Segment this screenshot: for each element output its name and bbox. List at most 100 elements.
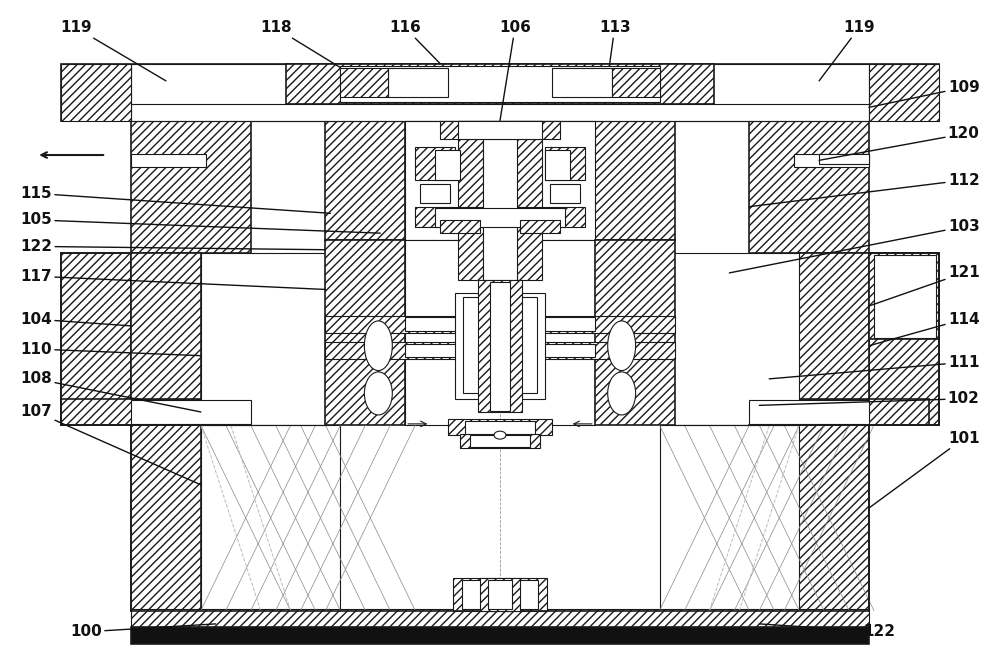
Bar — [131, 154, 206, 167]
Text: 116: 116 — [389, 21, 440, 64]
Text: 104: 104 — [20, 312, 131, 327]
Bar — [458, 120, 483, 279]
Bar — [420, 184, 450, 203]
Bar — [415, 147, 455, 180]
Text: 120: 120 — [819, 126, 980, 160]
Text: 112: 112 — [749, 173, 980, 207]
Text: 106: 106 — [499, 21, 531, 120]
Bar — [550, 184, 580, 203]
Bar — [660, 253, 799, 425]
Bar — [131, 608, 869, 627]
Bar — [340, 66, 660, 102]
Text: 111: 111 — [769, 355, 979, 379]
Bar — [799, 425, 869, 610]
Bar — [819, 154, 869, 164]
Text: 107: 107 — [20, 404, 201, 485]
Text: 105: 105 — [20, 212, 380, 233]
Bar — [405, 120, 595, 240]
Text: 103: 103 — [729, 219, 980, 273]
Text: 122: 122 — [759, 624, 895, 639]
Bar — [201, 253, 340, 425]
Bar — [465, 420, 535, 434]
Ellipse shape — [608, 372, 636, 415]
Bar — [325, 240, 405, 425]
Bar — [874, 255, 936, 338]
Bar — [545, 150, 570, 180]
Bar — [448, 418, 552, 435]
Bar — [405, 317, 595, 331]
Bar — [131, 400, 251, 424]
Bar — [480, 577, 520, 610]
Text: 102: 102 — [759, 391, 980, 406]
Bar — [286, 65, 714, 104]
Bar — [545, 147, 585, 180]
Bar — [201, 425, 340, 610]
Bar — [749, 400, 869, 424]
Bar — [460, 434, 540, 448]
Bar — [612, 68, 660, 97]
Bar — [520, 220, 560, 233]
Text: 115: 115 — [20, 186, 330, 213]
Bar — [463, 297, 537, 394]
Bar — [131, 120, 251, 253]
Text: 101: 101 — [869, 431, 980, 508]
Bar — [455, 293, 545, 399]
Bar — [131, 425, 201, 610]
Bar — [483, 120, 517, 279]
Bar — [453, 577, 547, 610]
Bar — [470, 435, 530, 447]
Bar — [552, 68, 612, 97]
Text: 121: 121 — [869, 265, 980, 306]
Text: 114: 114 — [869, 312, 980, 346]
Text: 110: 110 — [20, 342, 201, 356]
Text: 119: 119 — [60, 21, 166, 81]
Bar — [458, 120, 542, 139]
Bar — [869, 65, 939, 120]
Ellipse shape — [364, 372, 392, 415]
Bar — [435, 150, 460, 180]
Bar — [388, 68, 448, 97]
Text: 118: 118 — [260, 21, 340, 68]
Bar — [131, 253, 201, 399]
Ellipse shape — [494, 431, 506, 439]
Bar — [869, 253, 939, 425]
Bar — [462, 579, 538, 608]
Bar — [478, 279, 522, 412]
Bar — [749, 120, 869, 253]
Bar — [325, 120, 405, 240]
Bar — [325, 316, 675, 332]
Bar — [440, 120, 560, 139]
Text: 122: 122 — [20, 239, 325, 254]
Bar — [595, 120, 675, 240]
Bar — [61, 399, 251, 425]
Text: 119: 119 — [819, 21, 875, 81]
Bar — [869, 253, 939, 339]
Bar — [794, 154, 869, 167]
Text: 113: 113 — [599, 21, 630, 64]
Bar — [488, 579, 512, 609]
Bar — [595, 240, 675, 425]
Text: 108: 108 — [20, 371, 201, 412]
Bar — [490, 281, 510, 411]
Text: 117: 117 — [20, 269, 325, 289]
Bar — [325, 342, 675, 359]
Bar — [61, 65, 131, 120]
Bar — [405, 240, 595, 425]
Bar — [61, 65, 939, 120]
Bar — [799, 253, 869, 399]
Bar — [749, 399, 929, 425]
Bar — [660, 425, 799, 610]
Ellipse shape — [364, 321, 392, 370]
Bar — [131, 627, 869, 644]
Bar — [435, 208, 565, 227]
Bar — [131, 65, 869, 120]
Bar — [405, 344, 595, 357]
Bar — [340, 68, 388, 97]
Bar — [61, 253, 131, 425]
Text: 100: 100 — [70, 624, 216, 639]
Ellipse shape — [608, 321, 636, 370]
Bar — [415, 207, 585, 227]
Bar — [440, 220, 480, 233]
Text: 109: 109 — [869, 80, 980, 107]
Bar — [517, 120, 542, 279]
